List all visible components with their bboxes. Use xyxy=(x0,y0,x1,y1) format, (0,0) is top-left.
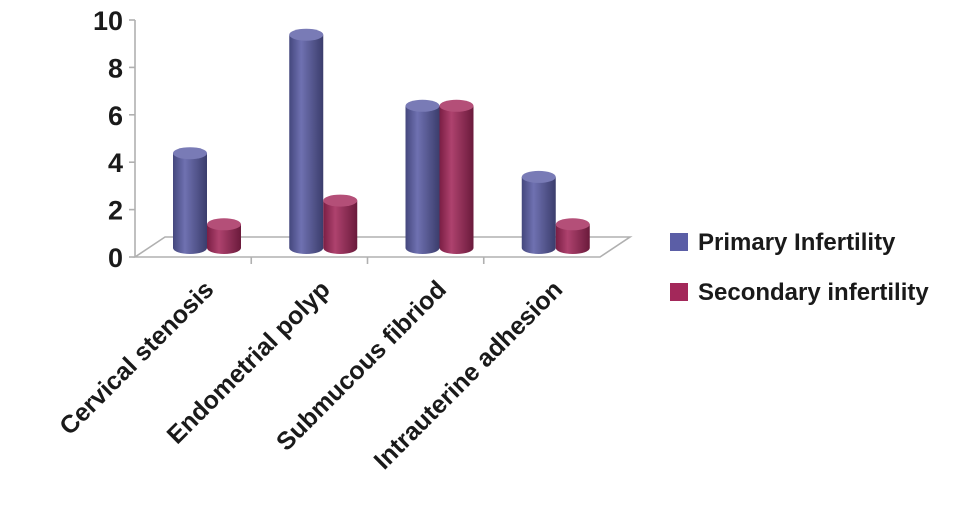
bar-top xyxy=(323,194,358,207)
y-tick-label: 8 xyxy=(108,53,123,83)
y-tick-label: 6 xyxy=(108,101,123,131)
y-tick-label: 0 xyxy=(108,243,123,273)
bar-top xyxy=(173,147,207,160)
bar-body xyxy=(289,34,324,255)
bar-body xyxy=(521,176,556,255)
bar-top xyxy=(289,28,324,41)
y-axis-ticks: 0 2 4 6 8 10 xyxy=(93,6,135,273)
bar-top xyxy=(521,170,556,183)
chart-bars xyxy=(173,28,590,255)
bar-body xyxy=(439,105,474,255)
bar-body xyxy=(323,200,358,255)
bar-top xyxy=(555,218,590,231)
bar-body xyxy=(207,224,241,254)
legend-swatch xyxy=(670,233,688,251)
bar-secondary-1 xyxy=(207,218,241,254)
bar-body xyxy=(405,105,440,255)
bar-secondary-3 xyxy=(439,99,474,255)
bar-primary-4 xyxy=(521,170,556,255)
bar-body xyxy=(173,153,207,254)
x-category-label: Intrauterine adhesion xyxy=(369,275,569,475)
chart-axes xyxy=(132,20,633,264)
y-tick-label: 2 xyxy=(108,196,123,226)
y-tick-label: 4 xyxy=(108,148,123,178)
bar-secondary-2 xyxy=(323,194,358,255)
legend-label: Primary Infertility xyxy=(698,229,896,256)
bar-secondary-4 xyxy=(555,218,590,255)
legend-item-secondary: Secondary infertility xyxy=(670,279,929,306)
y-tick-label: 10 xyxy=(93,6,123,36)
bar-primary-3 xyxy=(405,99,440,255)
legend-item-primary: Primary Infertility xyxy=(670,229,896,256)
chart-legend: Primary Infertility Secondary infertility xyxy=(670,229,929,306)
legend-swatch xyxy=(670,283,688,301)
bar-top xyxy=(405,99,440,112)
bar-top xyxy=(439,99,474,112)
bar-top xyxy=(207,218,241,231)
legend-label: Secondary infertility xyxy=(698,279,929,306)
bar-primary-1 xyxy=(173,147,207,254)
chart-floor xyxy=(132,236,633,258)
bar-body xyxy=(555,224,590,255)
bar-primary-2 xyxy=(289,28,324,255)
